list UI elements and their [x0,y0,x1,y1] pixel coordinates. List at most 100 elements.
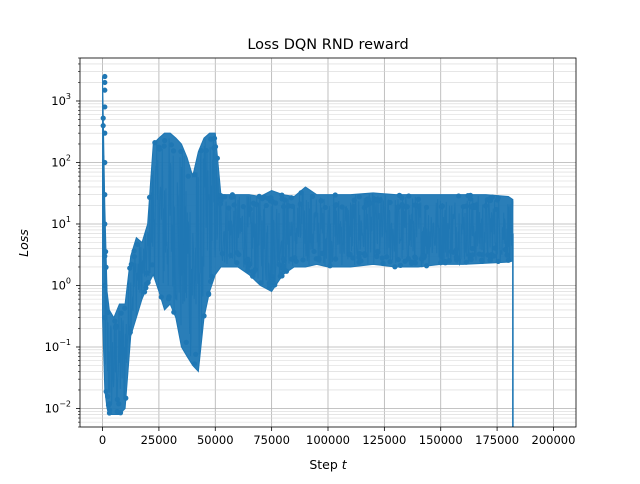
loss-point [438,260,444,266]
loss-point [118,310,124,316]
loss-point [504,252,510,258]
loss-point [339,204,345,210]
loss-point [483,203,489,209]
loss-point [351,197,357,203]
loss-point [289,203,296,209]
loss-point [279,192,285,198]
loss-point [158,294,164,300]
loss-point [468,256,474,263]
loss-point [297,201,303,207]
loss-point [493,206,499,213]
loss-point [333,256,339,262]
loss-point [272,200,279,206]
loss-point [276,262,282,268]
loss-point [143,285,149,291]
loss-point [367,200,373,207]
loss-point [102,159,108,166]
loss-point [420,253,426,259]
loss-point [102,253,108,259]
loss-point [191,361,198,367]
loss-point [208,273,215,280]
loss-point [454,255,460,261]
chart-title: Loss DQN RND reward [247,37,408,53]
loss-point [149,262,155,268]
loss-point [423,263,430,269]
loss-point [395,256,401,263]
loss-series-line [102,138,514,404]
loss-point [322,204,328,211]
loss-point [384,254,390,260]
loss-point [105,309,111,316]
loss-point [489,194,496,200]
loss-point [206,290,212,297]
loss-point [103,264,109,270]
loss-point [463,203,469,209]
loss-point [146,194,153,200]
loss-point [244,257,250,263]
loss-point [249,269,255,275]
loss-point [122,305,128,311]
x-tick-label: 200000 [532,433,576,447]
loss-point [476,251,482,257]
y-tick-label-base: 10 [51,94,66,108]
loss-point [406,193,412,199]
loss-point [193,351,199,357]
loss-point [128,261,134,267]
x-tick-label: 150000 [419,433,463,447]
loss-point [332,192,338,198]
loss-point [116,401,122,407]
loss-point [131,254,137,260]
loss-point [374,253,380,260]
loss-point [102,221,108,227]
loss-point [399,195,405,201]
tick-layer: 0 25000 50000 75000 100000 125000 150000 175000… [45,57,576,447]
loss-point [412,260,418,266]
loss-point [134,241,141,247]
loss-point [102,282,108,289]
loss-point [145,279,151,286]
loss-point [469,246,476,252]
loss-point [247,206,253,212]
loss-point [311,248,317,255]
y-tick-label: 10−1 [45,338,71,354]
loss-point [105,394,111,400]
loss-point [298,190,304,196]
loss-point [102,130,108,136]
loss-point [272,282,278,288]
loss-point [280,204,287,210]
loss-point [379,255,385,261]
loss-point [495,258,501,264]
loss-point [102,87,108,93]
loss-point [415,196,422,202]
loss-point [171,309,177,315]
loss-point [100,115,106,121]
loss-point [448,248,454,255]
y-tick-label-base: 10 [51,155,66,169]
x-tick-label: 125000 [362,433,406,447]
loss-point [112,325,119,331]
x-axis-label: Step t [309,457,347,472]
loss-point [351,204,357,210]
loss-point [347,251,353,257]
loss-point [165,296,172,302]
loss-point [375,248,381,255]
loss-point [231,202,237,208]
y-tick-label-exponent: −1 [59,338,71,347]
y-tick-label: 100 [51,276,71,292]
loss-point [218,197,224,204]
loss-point [207,278,214,285]
loss-point [114,408,120,415]
loss-point [491,253,497,259]
x-tick-label: 50000 [197,433,234,447]
loss-point [217,192,224,199]
loss-point [131,248,137,254]
loss-point [102,79,108,86]
loss-point [266,284,272,291]
loss-point [102,192,108,198]
loss-point [156,146,163,152]
x-axis-label-text: Step [309,457,338,472]
loss-point [170,148,177,154]
loss-point [413,255,419,261]
